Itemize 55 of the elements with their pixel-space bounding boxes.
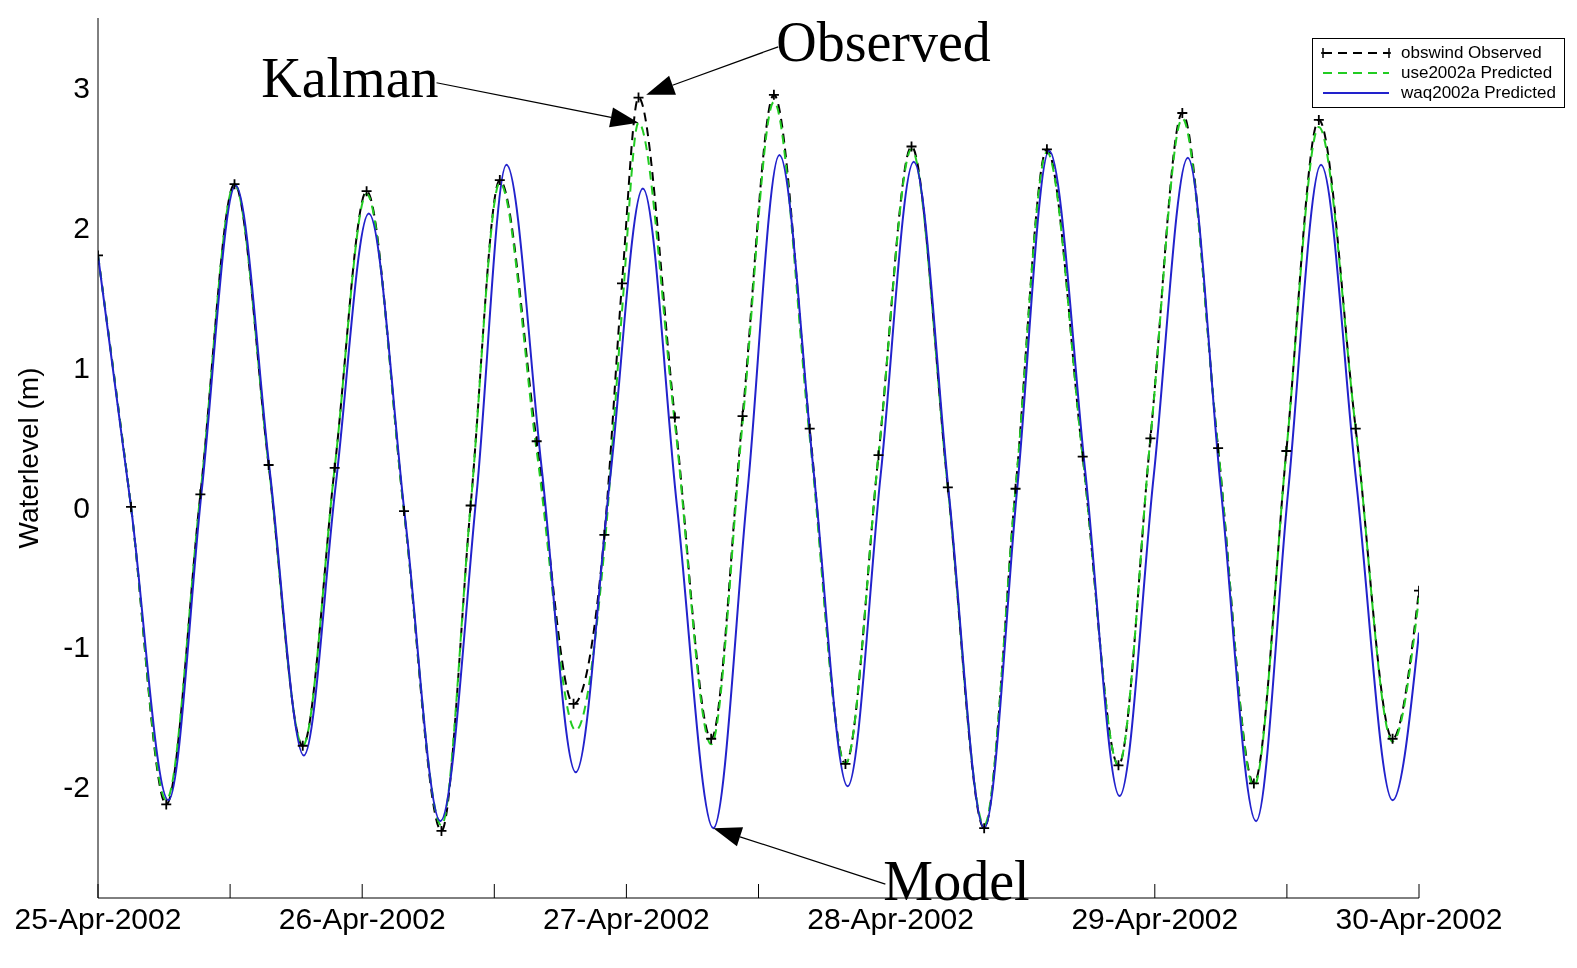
point <box>1144 432 1157 445</box>
point <box>616 277 628 290</box>
point <box>360 185 373 198</box>
y-tick-label: -2 <box>63 769 90 803</box>
point <box>598 528 611 541</box>
annotation: Observed <box>776 10 991 73</box>
point <box>1386 732 1399 745</box>
point <box>1009 482 1022 495</box>
x-tick-label: 30-Apr-2002 <box>1335 902 1503 936</box>
point <box>1112 759 1125 772</box>
point <box>1280 445 1293 457</box>
point <box>435 825 448 837</box>
point <box>632 91 645 104</box>
point <box>768 88 780 101</box>
point <box>1176 107 1189 119</box>
y-axis-title: Waterlevel (m) <box>12 367 44 549</box>
point <box>1212 442 1224 455</box>
point <box>941 481 954 494</box>
legend-label: use2002a Predicted <box>1400 63 1553 83</box>
point <box>668 411 681 424</box>
point <box>493 174 506 186</box>
point <box>464 499 477 512</box>
x-tick-label: 29-Apr-2002 <box>1071 902 1239 936</box>
point <box>530 435 543 448</box>
legend-label: obswind Observed <box>1400 43 1542 63</box>
point <box>228 178 241 191</box>
legend-label: waq2002a Predicted <box>1400 83 1556 103</box>
point <box>705 732 718 745</box>
point <box>328 461 341 474</box>
point <box>1312 114 1325 126</box>
point <box>978 822 991 835</box>
y-tick-label: -1 <box>63 630 90 664</box>
point <box>1041 143 1053 156</box>
point <box>262 459 275 471</box>
y-tick-label: 3 <box>73 71 90 105</box>
point <box>1247 777 1260 790</box>
point <box>736 410 749 422</box>
annotation: Kalman <box>261 46 439 109</box>
point <box>872 449 885 462</box>
point <box>1349 422 1362 435</box>
y-tick-label: 1 <box>73 350 90 384</box>
point <box>160 798 173 811</box>
x-tick-label: 25-Apr-2002 <box>14 902 182 936</box>
y-tick-label: 0 <box>73 490 90 524</box>
x-tick-label: 27-Apr-2002 <box>543 902 710 936</box>
point <box>1076 450 1089 463</box>
point <box>905 140 918 153</box>
point <box>296 739 309 752</box>
point <box>839 758 852 770</box>
point <box>398 505 410 517</box>
y-tick-label: 2 <box>73 211 90 245</box>
point <box>194 488 207 501</box>
point <box>803 422 816 435</box>
x-tick-label: 26-Apr-2002 <box>278 902 446 936</box>
point <box>567 697 580 710</box>
